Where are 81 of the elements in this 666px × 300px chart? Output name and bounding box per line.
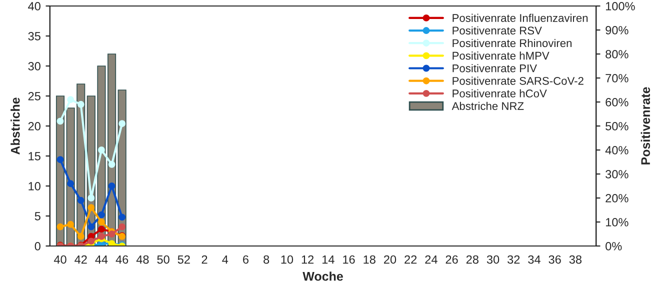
y-tick-label: 15: [28, 152, 40, 160]
y-axis-title: Abstriche: [10, 98, 20, 155]
x-tick-label: 22: [404, 255, 417, 264]
y2-tick-label: 20%: [606, 194, 628, 202]
point: [56, 118, 64, 125]
y2-tick-label: 80%: [606, 50, 628, 58]
y-tick-label: 0: [34, 242, 40, 250]
legend-label: Positivenrate PIV: [452, 64, 537, 72]
x-tick-label: 12: [302, 255, 314, 264]
y-tick-label: 35: [28, 32, 40, 40]
legend-label: Positivenrate Rhinoviren: [452, 38, 572, 48]
point: [98, 218, 105, 226]
x-tick-label: 4: [222, 255, 228, 264]
y2-tick-label: 10%: [606, 218, 628, 226]
x-tick-label: 14: [322, 255, 334, 264]
y2-tick-label: 70%: [606, 74, 628, 82]
x-tick-label: 20: [384, 255, 396, 264]
legend-label: Positivenrate RSV: [452, 26, 542, 35]
y-tick-label: 40: [28, 2, 40, 10]
x-tick-label: 26: [446, 255, 458, 264]
point: [108, 230, 116, 238]
y-tick-label: 20: [28, 122, 40, 130]
x-axis-title: Woche: [302, 272, 343, 281]
point: [98, 146, 105, 154]
point: [77, 232, 84, 240]
x-tick-label: 36: [548, 255, 561, 264]
x-tick-label: 18: [364, 255, 376, 264]
point: [56, 156, 64, 164]
point: [67, 96, 74, 104]
legend-label: Positivenrate Influenzaviren: [452, 14, 588, 22]
y2-tick-label: 90%: [606, 26, 628, 34]
point: [88, 204, 95, 212]
legend-label: Positivenrate hCoV: [452, 89, 547, 98]
y-tick-label: 25: [28, 92, 40, 100]
point: [67, 220, 74, 228]
x-tick-label: 8: [264, 255, 270, 264]
x-tick-label: 40: [54, 255, 66, 264]
x-tick-label: 28: [466, 255, 478, 264]
point: [118, 214, 126, 221]
y2-tick-label: 60%: [606, 98, 628, 106]
legend-label: Abstriche NRZ: [452, 102, 524, 110]
legend-label: Positivenrate SARS-CoV-2: [452, 76, 584, 85]
point: [88, 238, 95, 245]
point: [88, 194, 95, 202]
point: [88, 223, 95, 230]
point: [98, 226, 105, 233]
y-tick-label: 30: [28, 62, 40, 70]
x-tick-label: 50: [157, 255, 170, 264]
point: [56, 223, 64, 230]
y2-tick-label: 0%: [606, 242, 622, 250]
point: [108, 160, 116, 168]
y2-tick-label: 50%: [606, 122, 628, 130]
point: [67, 180, 74, 188]
x-tick-label: 16: [343, 255, 355, 264]
y-tick-label: 5: [34, 212, 40, 220]
x-tick-label: 34: [528, 255, 540, 264]
point: [118, 120, 126, 128]
x-tick-label: 42: [74, 255, 87, 264]
x-tick-label: 44: [95, 255, 108, 264]
point: [77, 196, 84, 204]
x-tick-label: 46: [116, 255, 128, 264]
x-tick-label: 48: [136, 255, 149, 264]
point: [98, 211, 105, 218]
y2-axis-title: Positivenrate: [640, 87, 650, 164]
y2-tick-label: 100%: [606, 2, 635, 10]
point: [108, 182, 116, 190]
x-tick-label: 32: [508, 255, 520, 264]
x-tick-label: 10: [281, 255, 294, 264]
legend-label: Positivenrate hMPV: [452, 52, 550, 60]
x-tick-label: 38: [569, 255, 582, 264]
x-tick-label: 2: [202, 255, 208, 264]
point: [77, 100, 84, 108]
y-tick-label: 10: [28, 182, 40, 190]
point: [118, 223, 126, 230]
x-tick-label: 52: [178, 255, 190, 264]
y2-tick-label: 30%: [606, 170, 628, 178]
x-tick-label: 30: [486, 255, 500, 264]
point: [98, 232, 105, 240]
x-tick-label: 24: [425, 255, 438, 264]
y2-tick-label: 40%: [605, 146, 628, 154]
x-tick-label: 6: [243, 255, 248, 264]
